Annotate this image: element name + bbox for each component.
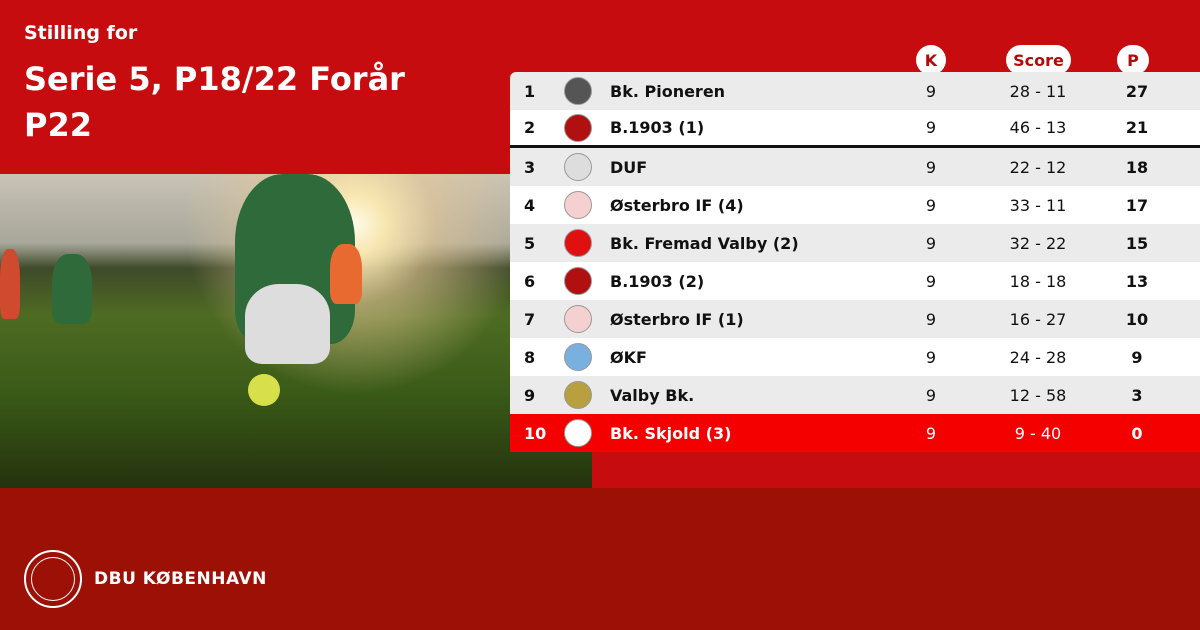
team-logo-icon bbox=[564, 191, 592, 219]
team-logo-icon bbox=[564, 381, 592, 409]
matches-played: 9 bbox=[925, 233, 937, 253]
football-photo bbox=[0, 174, 592, 488]
matches-played: 9 bbox=[925, 118, 937, 137]
table-row[interactable]: 9 Valby Bk. 9 12 - 58 3 bbox=[510, 376, 1200, 414]
score: 28 - 11 bbox=[1009, 81, 1067, 101]
score: 32 - 22 bbox=[1009, 233, 1067, 253]
points: 9 bbox=[1131, 347, 1143, 367]
table-row[interactable]: 2 B.1903 (1) 9 46 - 13 21 bbox=[510, 110, 1200, 148]
team-name: Bk. Fremad Valby (2) bbox=[610, 233, 799, 253]
team-name: ØKF bbox=[610, 347, 647, 367]
team-name: DUF bbox=[610, 157, 648, 177]
team-logo-icon bbox=[564, 305, 592, 333]
standings-table: 1 Bk. Pioneren 9 28 - 11 27 2 B.1903 (1) … bbox=[510, 72, 1200, 452]
score: 46 - 13 bbox=[1009, 118, 1067, 137]
rank: 6 bbox=[524, 271, 536, 291]
team-name: Bk. Pioneren bbox=[610, 81, 726, 101]
team-name: B.1903 (2) bbox=[610, 271, 705, 291]
points: 0 bbox=[1131, 423, 1143, 443]
score: 24 - 28 bbox=[1009, 347, 1067, 367]
dbu-brand: DBU KØBENHAVN bbox=[24, 550, 267, 608]
points: 21 bbox=[1125, 118, 1149, 137]
footer-background bbox=[0, 488, 1200, 630]
matches-played: 9 bbox=[925, 157, 937, 177]
matches-played: 9 bbox=[925, 271, 937, 291]
dbu-seal-logo bbox=[24, 550, 82, 608]
column-header-p: P bbox=[1117, 45, 1149, 75]
rank: 2 bbox=[524, 118, 536, 137]
points: 3 bbox=[1131, 385, 1143, 405]
table-row[interactable]: 4 Østerbro IF (4) 9 33 - 11 17 bbox=[510, 186, 1200, 224]
table-row[interactable]: 5 Bk. Fremad Valby (2) 9 32 - 22 15 bbox=[510, 224, 1200, 262]
rank: 8 bbox=[524, 347, 536, 367]
points: 18 bbox=[1125, 157, 1149, 177]
score: 9 - 40 bbox=[1014, 423, 1062, 443]
points: 15 bbox=[1125, 233, 1149, 253]
team-logo-icon bbox=[564, 153, 592, 181]
rank: 7 bbox=[524, 309, 536, 329]
points: 13 bbox=[1125, 271, 1149, 291]
team-logo-icon bbox=[564, 229, 592, 257]
rank: 1 bbox=[524, 81, 536, 101]
matches-played: 9 bbox=[925, 309, 937, 329]
rank: 3 bbox=[524, 157, 536, 177]
column-header-k: K bbox=[916, 45, 946, 75]
table-row[interactable]: 7 Østerbro IF (1) 9 16 - 27 10 bbox=[510, 300, 1200, 338]
team-name: Østerbro IF (4) bbox=[610, 195, 744, 215]
score: 12 - 58 bbox=[1009, 385, 1067, 405]
team-name: Bk. Skjold (3) bbox=[610, 423, 732, 443]
team-logo-icon bbox=[564, 113, 592, 142]
rank: 10 bbox=[524, 423, 547, 443]
rank: 9 bbox=[524, 385, 536, 405]
team-name: Valby Bk. bbox=[610, 385, 695, 405]
table-row[interactable]: 10 Bk. Skjold (3) 9 9 - 40 0 bbox=[510, 414, 1200, 452]
table-row[interactable]: 6 B.1903 (2) 9 18 - 18 13 bbox=[510, 262, 1200, 300]
score: 18 - 18 bbox=[1009, 271, 1067, 291]
brand-name: DBU KØBENHAVN bbox=[94, 569, 267, 589]
points: 10 bbox=[1125, 309, 1149, 329]
score: 22 - 12 bbox=[1009, 157, 1067, 177]
matches-played: 9 bbox=[925, 423, 937, 443]
team-logo-icon bbox=[564, 343, 592, 371]
rank: 4 bbox=[524, 195, 536, 215]
column-header-score: Score bbox=[1006, 45, 1071, 75]
table-row[interactable]: 8 ØKF 9 24 - 28 9 bbox=[510, 338, 1200, 376]
rank: 5 bbox=[524, 233, 536, 253]
matches-played: 9 bbox=[925, 385, 937, 405]
matches-played: 9 bbox=[925, 195, 937, 215]
table-row[interactable]: 1 Bk. Pioneren 9 28 - 11 27 bbox=[510, 72, 1200, 110]
score: 16 - 27 bbox=[1009, 309, 1067, 329]
team-name: Østerbro IF (1) bbox=[610, 309, 744, 329]
page-title: Serie 5, P18/22 Forår P22 bbox=[24, 60, 405, 144]
points: 27 bbox=[1125, 81, 1149, 101]
matches-played: 9 bbox=[925, 347, 937, 367]
matches-played: 9 bbox=[925, 81, 937, 101]
score: 33 - 11 bbox=[1009, 195, 1067, 215]
team-logo-icon bbox=[564, 419, 592, 447]
points: 17 bbox=[1125, 195, 1149, 215]
table-row[interactable]: 3 DUF 9 22 - 12 18 bbox=[510, 148, 1200, 186]
subtitle: Stilling for bbox=[24, 22, 138, 44]
team-logo-icon bbox=[564, 77, 592, 105]
team-name: B.1903 (1) bbox=[610, 118, 705, 137]
team-logo-icon bbox=[564, 267, 592, 295]
